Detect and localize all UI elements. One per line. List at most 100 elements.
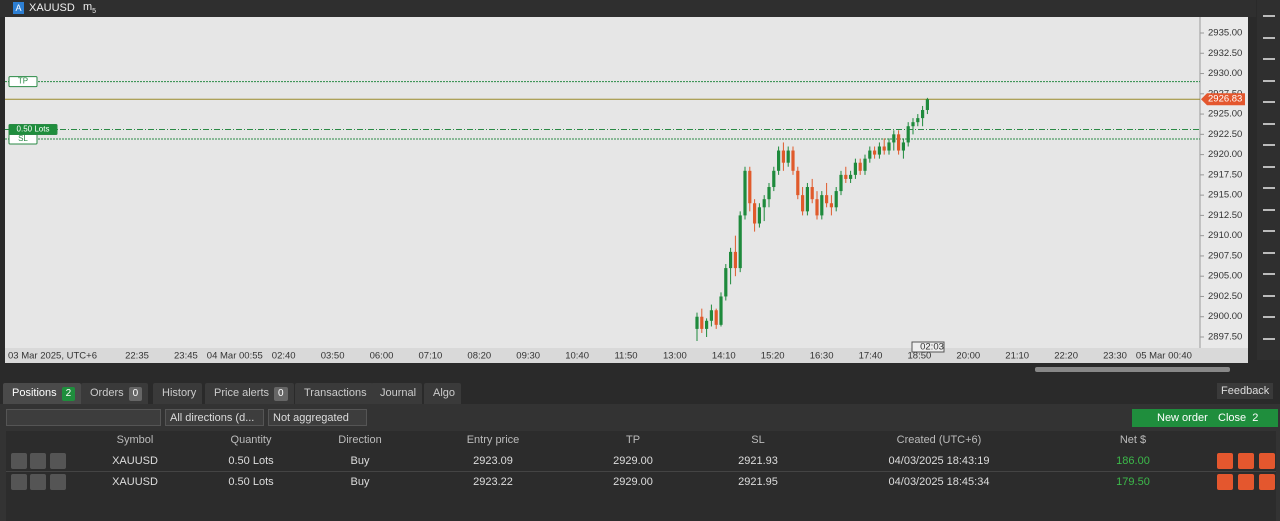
close-action[interactable] [1238, 453, 1254, 469]
candle-body [921, 110, 925, 119]
tab[interactable]: Orders 0 [81, 383, 149, 404]
current-price: 2926.83 [1208, 94, 1242, 105]
x-tick-label: 03 Mar 2025, UTC+6 [8, 351, 97, 362]
tool-icon[interactable] [1263, 79, 1275, 82]
column-header: SL [751, 434, 765, 446]
x-tick-label: 22:35 [125, 351, 149, 362]
y-tick-label: 2922.50 [1208, 129, 1242, 140]
candle-body [705, 320, 709, 329]
tab[interactable]: Journal [371, 383, 423, 404]
candle-body [849, 174, 853, 179]
close-action[interactable] [1217, 474, 1233, 490]
price-tag [1201, 93, 1245, 106]
candle-body [700, 316, 704, 329]
tool-icon[interactable] [1263, 144, 1275, 146]
candle-body [786, 150, 790, 163]
row-action[interactable] [11, 474, 27, 490]
row-action[interactable] [30, 453, 46, 469]
new-order-button[interactable]: New order [1132, 409, 1214, 427]
candle-body [853, 162, 857, 175]
cell: 2923.09 [473, 455, 513, 467]
candle-body [882, 146, 886, 151]
candle-body [911, 122, 915, 127]
tool-icon[interactable] [1263, 15, 1275, 17]
candle-body [810, 187, 814, 200]
x-tick-label: 05 Mar 00:40 [1136, 351, 1192, 362]
candle-body [897, 134, 901, 151]
x-tick-label: 04 Mar 00:55 [207, 351, 263, 362]
x-tick-label: 22:20 [1054, 351, 1078, 362]
row-action[interactable] [11, 453, 27, 469]
tool-icon[interactable] [1263, 294, 1275, 297]
candle-body [801, 195, 805, 212]
scrollbar[interactable] [1035, 367, 1230, 372]
tool-icon[interactable] [1263, 165, 1275, 168]
candle-body [757, 207, 761, 224]
close-action[interactable] [1217, 453, 1233, 469]
tab-label: Price alerts [214, 387, 270, 399]
tab[interactable]: Transactions [295, 383, 373, 404]
cell: 179.50 [1116, 476, 1150, 488]
x-tick-label: 08:20 [467, 351, 491, 362]
close-label: Close [1218, 412, 1247, 424]
candle-body [805, 187, 809, 212]
candle-body [863, 158, 867, 171]
search[interactable] [6, 409, 161, 426]
cell: 0.50 Lots [228, 476, 274, 488]
candle-body [748, 170, 752, 204]
tab[interactable]: History [153, 383, 203, 404]
symbol[interactable]: XAUUSD [29, 2, 75, 14]
timeframe[interactable]: m5 [83, 1, 96, 15]
candle-body [738, 215, 742, 269]
row-action[interactable] [50, 474, 66, 490]
close-action[interactable] [1259, 474, 1275, 490]
cell: XAUUSD [112, 455, 158, 467]
tool-icon[interactable] [1263, 337, 1275, 340]
scroll-area [0, 363, 1256, 377]
tool-icon[interactable] [1263, 230, 1275, 232]
row-action[interactable] [50, 453, 66, 469]
close-button[interactable]: Close 2 [1211, 409, 1279, 427]
timer-box [911, 341, 945, 353]
column-header: Entry price [466, 434, 520, 446]
candle-body [719, 296, 723, 325]
close-action[interactable] [1238, 474, 1254, 490]
tool-icon[interactable] [1263, 101, 1275, 103]
column-header: Quantity [230, 434, 272, 446]
tool-icon[interactable] [1263, 187, 1275, 189]
tool-icon[interactable] [1263, 316, 1275, 318]
candle-body [709, 310, 713, 321]
tool-icon[interactable] [1263, 122, 1275, 125]
y-tick-label: 2910.00 [1208, 230, 1242, 241]
tab[interactable]: Algo [424, 383, 462, 404]
aggregation-filter[interactable]: Not aggregated [268, 409, 367, 426]
cell: 2921.93 [738, 455, 778, 467]
cell: Buy [350, 455, 370, 467]
candle-body [901, 142, 905, 151]
cell: 04/03/2025 18:43:19 [888, 455, 990, 467]
direction-filter[interactable]: All directions (d... [165, 409, 264, 426]
tab-label: Transactions [304, 387, 367, 399]
tool-icon[interactable] [1263, 273, 1275, 275]
tool-icon[interactable] [1263, 251, 1275, 254]
row-action[interactable] [30, 474, 46, 490]
x-tick-label: 15:20 [761, 351, 785, 362]
close-action[interactable] [1259, 453, 1275, 469]
feedback[interactable]: Feedback [1217, 383, 1274, 399]
y-tick-label: 2897.50 [1208, 332, 1242, 343]
candle-body [753, 203, 757, 224]
tool-icon[interactable] [1263, 208, 1275, 211]
tool-icon[interactable] [1263, 58, 1275, 60]
candle-body [834, 191, 838, 208]
cell: 2923.22 [473, 476, 513, 488]
tab-label: History [162, 387, 197, 399]
tool-icon[interactable] [1263, 36, 1275, 39]
position-label: 0.50 Lots [17, 125, 50, 134]
tab[interactable]: Price alerts 0 [205, 383, 294, 404]
x-tick-label: 21:10 [1005, 351, 1029, 362]
x-tick-label: 10:40 [565, 351, 589, 362]
y-tick-label: 2920.00 [1208, 149, 1242, 160]
y-tick-label: 2900.00 [1208, 311, 1242, 322]
tab[interactable]: Positions 2 [3, 383, 82, 404]
tab-badge: 2 [61, 387, 76, 401]
